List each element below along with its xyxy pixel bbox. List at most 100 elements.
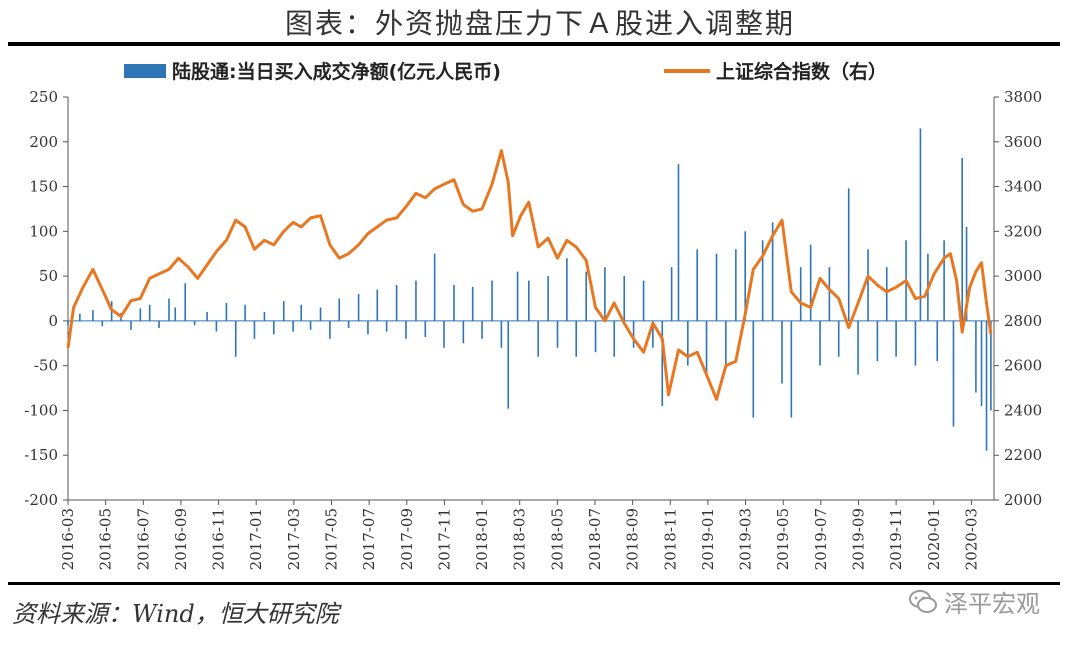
net-buy-bar [547, 276, 549, 321]
net-buy-bar [319, 307, 322, 321]
net-buy-bar [670, 267, 673, 321]
net-buy-bar [139, 308, 142, 321]
net-buy-bar [952, 320, 955, 427]
net-buy-bar [961, 157, 963, 321]
source-note: 资料来源：Wind，恒大研究院 [12, 600, 339, 628]
x-tick-label: 2017-09 [398, 508, 416, 570]
net-buy-bar [696, 249, 698, 321]
x-tick-label: 2016-09 [172, 508, 190, 570]
net-buy-bar [585, 271, 587, 321]
watermark: 泽平宏观 [908, 584, 1040, 619]
net-buy-bar [415, 280, 417, 321]
net-buy-bar [556, 320, 559, 348]
net-buy-bar [914, 320, 917, 366]
net-buy-bar [725, 320, 727, 366]
net-buy-bar [594, 320, 597, 353]
net-buy-bars [67, 128, 992, 451]
left-tick-label: -100 [24, 401, 58, 419]
net-buy-bar [943, 240, 945, 321]
net-buy-bar [282, 301, 285, 321]
net-buy-bar [193, 320, 196, 326]
net-buy-bar [225, 302, 228, 321]
sse-index-line [66, 149, 993, 401]
net-buy-bar [604, 267, 606, 321]
net-buy-bar [253, 320, 256, 339]
left-y-axis: 250 200 150 100 50 0 -50 -100 -150 -200 [24, 88, 68, 509]
left-tick-label: -150 [24, 446, 58, 464]
net-buy-bar [761, 240, 764, 321]
x-tick-label: 2020-03 [962, 508, 980, 570]
right-tick-label: 3800 [1004, 88, 1042, 106]
net-buy-bar [613, 320, 616, 357]
net-buy-bar [837, 320, 840, 357]
net-buy-bar [507, 320, 510, 409]
net-buy-bar [516, 271, 519, 321]
net-buy-bar [309, 320, 312, 330]
net-buy-bar [130, 320, 132, 330]
net-buy-bar [652, 320, 654, 348]
net-buy-bar [975, 320, 977, 393]
net-buy-bar [867, 249, 869, 321]
left-tick-label: -200 [24, 491, 58, 509]
x-tick-label: 2018-09 [624, 508, 642, 570]
net-buy-bar [661, 320, 664, 406]
net-buy-bar [272, 320, 275, 335]
net-buy-bar [705, 320, 708, 375]
x-tick-label: 2018-03 [511, 508, 529, 570]
x-tick-label: 2019-03 [737, 508, 755, 570]
net-buy-bar [936, 320, 939, 362]
right-tick-label: 2200 [1004, 446, 1042, 464]
right-tick-label: 2800 [1004, 312, 1042, 330]
net-buy-bar [623, 276, 626, 321]
net-buy-bar [735, 249, 737, 321]
net-buy-bar [575, 320, 578, 357]
net-buy-bar [395, 285, 398, 321]
net-buy-bar [244, 304, 246, 321]
net-buy-bar [781, 320, 783, 384]
x-tick-label: 2017-07 [360, 508, 378, 570]
wechat-icon [909, 589, 937, 613]
net-buy-bar [292, 320, 294, 332]
net-buy-bar [876, 320, 879, 362]
net-buy-bar [481, 320, 483, 339]
net-buy-bar [462, 320, 465, 344]
net-buy-bar [443, 320, 445, 348]
net-buy-bar [338, 298, 341, 321]
net-buy-bar [990, 320, 992, 411]
net-buy-bar [715, 253, 718, 321]
net-buy-bar [433, 253, 436, 321]
right-tick-label: 2000 [1004, 491, 1042, 509]
legend-bar-swatch [124, 64, 166, 78]
net-buy-bar [357, 294, 360, 321]
net-buy-bar [148, 304, 151, 321]
net-buy-bar [101, 320, 104, 327]
net-buy-bar [234, 320, 237, 357]
x-axis: 2016-03 2016-05 2016-07 2016-09 2016-11 2017-… [59, 500, 980, 570]
net-buy-bar [857, 320, 859, 375]
net-buy-bar [566, 258, 568, 321]
x-tick-label: 2019-09 [849, 508, 867, 570]
x-tick-label: 2017-03 [285, 508, 303, 570]
legend: 陆股通:当日买入成交净额(亿元人民币) 上证综合指数（右） [124, 60, 887, 83]
net-buy-bar [405, 320, 407, 339]
net-buy-bar [206, 311, 208, 321]
net-buy-bar [790, 320, 793, 418]
left-tick-label: 200 [29, 133, 58, 151]
right-tick-label: 3400 [1004, 178, 1042, 196]
net-buy-bar [453, 285, 455, 321]
net-buy-bar [79, 313, 81, 321]
x-tick-label: 2018-05 [548, 508, 566, 570]
x-tick-label: 2017-11 [435, 508, 453, 570]
net-buy-bar [347, 320, 350, 329]
net-buy-bar [799, 267, 802, 321]
net-buy-bar [300, 304, 303, 321]
net-buy-bar [752, 320, 755, 418]
x-tick-label: 2016-03 [59, 508, 77, 570]
net-buy-bar [965, 226, 968, 321]
top-rule [8, 42, 1060, 46]
right-tick-label: 2400 [1004, 401, 1042, 419]
left-tick-label: 250 [29, 88, 58, 106]
net-buy-bar [424, 320, 427, 338]
right-tick-label: 3600 [1004, 133, 1042, 151]
net-buy-bar [809, 244, 812, 321]
